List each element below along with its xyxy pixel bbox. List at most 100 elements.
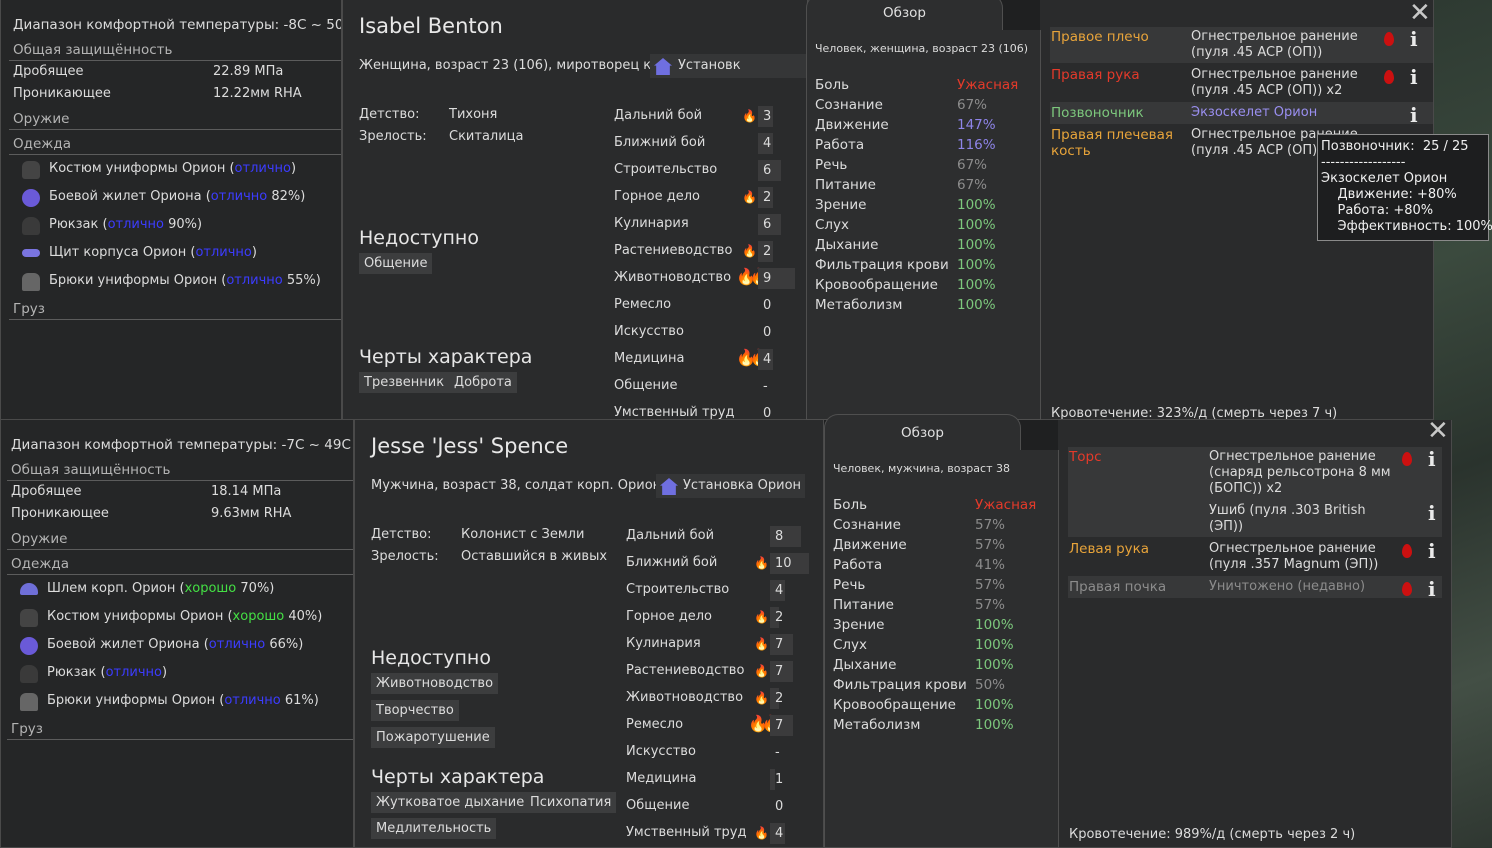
faction-button[interactable]: Установк bbox=[650, 54, 807, 78]
skill-bar[interactable] bbox=[770, 526, 801, 547]
apparel-item[interactable]: Брюки униформы Орион (отлично 61%) bbox=[47, 693, 319, 708]
overview-tab[interactable]: Обзор bbox=[824, 414, 1021, 454]
apparel-item[interactable]: Боевой жилет Ориона (отлично 82%) bbox=[49, 189, 306, 204]
capacity-value: 57% bbox=[975, 537, 1006, 553]
incapable-tag[interactable]: Животноводство bbox=[371, 673, 499, 694]
skill-level: 4 bbox=[775, 826, 784, 841]
passion-minor-icon: 🔥 bbox=[754, 826, 769, 840]
apparel-item[interactable]: Шлем корп. Орион (хорошо 70%) bbox=[47, 581, 275, 596]
skill-bar[interactable] bbox=[758, 241, 773, 262]
apparel-item[interactable]: Рюкзак (отлично) bbox=[47, 665, 168, 680]
incapable-tag[interactable]: Общение bbox=[359, 253, 433, 274]
skill-name: Растениеводство bbox=[626, 663, 745, 678]
close-icon[interactable]: ✕ bbox=[1409, 0, 1431, 28]
skill-bar[interactable] bbox=[758, 133, 773, 154]
skill-bar[interactable] bbox=[770, 688, 779, 709]
childhood-value[interactable]: Колонист с Земли bbox=[461, 527, 585, 542]
incapable-tag[interactable]: Творчество bbox=[371, 700, 459, 721]
adulthood-value[interactable]: Скиталица bbox=[449, 129, 524, 144]
info-icon[interactable]: i bbox=[1410, 103, 1418, 127]
passion-minor-icon: 🔥 bbox=[754, 691, 769, 705]
trait-tag[interactable]: Доброта bbox=[449, 372, 517, 393]
info-icon[interactable]: i bbox=[1410, 27, 1418, 51]
capacity-value: 41% bbox=[975, 557, 1006, 573]
apparel-item[interactable]: Щит корпуса Орион (отлично) bbox=[49, 245, 257, 260]
pawn-name: Jesse 'Jess' Spence bbox=[371, 434, 569, 458]
info-icon[interactable]: i bbox=[1428, 539, 1436, 563]
uniform-icon bbox=[22, 161, 40, 179]
skill-bar[interactable] bbox=[758, 106, 773, 127]
skill-name: Умственный труд bbox=[614, 405, 735, 420]
blunt-value: 18.14 МПа bbox=[211, 484, 282, 499]
skill-bar[interactable] bbox=[770, 607, 779, 628]
info-icon[interactable]: i bbox=[1428, 577, 1436, 601]
adulthood-value[interactable]: Оставшийся в живых bbox=[461, 549, 608, 564]
trait-tag[interactable]: Трезвенник bbox=[359, 372, 450, 393]
skill-level: 4 bbox=[775, 583, 784, 598]
faction-home-icon bbox=[660, 478, 678, 495]
skill-level: - bbox=[775, 745, 780, 760]
capacity-value: 57% bbox=[975, 517, 1006, 533]
capacity-label: Работа bbox=[833, 557, 883, 573]
capacity-value: 57% bbox=[975, 577, 1006, 593]
pawn-description: Женщина, возраст 23 (106), миротворец ко… bbox=[359, 58, 728, 73]
skill-name: Горное дело bbox=[614, 189, 700, 204]
skill-bar[interactable] bbox=[758, 214, 781, 235]
capacity-label: Речь bbox=[833, 577, 866, 593]
apparel-item[interactable]: Брюки униформы Орион (отлично 55%) bbox=[49, 273, 321, 288]
capacity-label: Фильтрация крови bbox=[833, 677, 967, 693]
skill-level: 0 bbox=[763, 298, 772, 313]
skill-bar[interactable] bbox=[770, 634, 793, 655]
skill-name: Растениеводство bbox=[614, 243, 733, 258]
info-icon[interactable]: i bbox=[1410, 65, 1418, 89]
info-icon[interactable]: i bbox=[1428, 501, 1436, 525]
apparel-item[interactable]: Рюкзак (отлично 90%) bbox=[49, 217, 203, 232]
skill-bar[interactable] bbox=[758, 187, 773, 208]
info-icon[interactable]: i bbox=[1428, 447, 1436, 471]
capacity-value: 100% bbox=[975, 637, 1014, 653]
injury-row[interactable] bbox=[1068, 447, 1442, 537]
skill-name: Строительство bbox=[626, 582, 730, 597]
trait-tag[interactable]: Жутковатое дыхание bbox=[371, 792, 530, 813]
trait-tag[interactable]: Психопатия bbox=[525, 792, 617, 813]
skill-bar[interactable] bbox=[758, 160, 781, 181]
passion-minor-icon: 🔥 bbox=[754, 637, 769, 651]
comfort-temp: Диапазон комфортной температуры: -8C ~ 5… bbox=[13, 17, 342, 33]
bleeding-icon bbox=[1402, 452, 1412, 466]
trait-tag[interactable]: Медлительность bbox=[371, 818, 497, 839]
passion-minor-icon: 🔥 bbox=[754, 610, 769, 624]
skill-bar[interactable] bbox=[770, 580, 785, 601]
skill-bar[interactable] bbox=[758, 349, 773, 370]
faction-button[interactable]: Установка Орион bbox=[656, 474, 805, 498]
apparel-heading: Одежда bbox=[13, 136, 72, 152]
skill-bar[interactable] bbox=[770, 715, 793, 736]
skill-bar[interactable] bbox=[770, 769, 775, 790]
overview-tab[interactable]: Обзор bbox=[806, 0, 1003, 34]
injury-label: Огнестрельное ранение (пуля .45 ACP (ОП)… bbox=[1191, 67, 1358, 98]
health-summary: Человек, женщина, возраст 23 (106) bbox=[815, 42, 1029, 55]
skill-bar[interactable] bbox=[770, 823, 785, 844]
capacity-label: Слух bbox=[833, 637, 868, 653]
skill-bar[interactable] bbox=[770, 661, 793, 682]
injury-row[interactable] bbox=[1050, 27, 1433, 63]
injury-row[interactable] bbox=[1050, 102, 1433, 124]
skill-bar[interactable] bbox=[770, 553, 809, 574]
bleeding-icon bbox=[1402, 544, 1412, 558]
apparel-item[interactable]: Костюм униформы Орион (отлично) bbox=[49, 161, 297, 176]
injury-row[interactable] bbox=[1068, 576, 1442, 598]
skill-bar[interactable] bbox=[758, 268, 795, 289]
capacity-label: Речь bbox=[815, 157, 848, 173]
apparel-item[interactable]: Боевой жилет Ориона (отлично 66%) bbox=[47, 637, 304, 652]
injury-label: Огнестрельное ранение (пуля .45 ACP (ОП)… bbox=[1191, 29, 1358, 60]
skill-name: Умственный труд bbox=[626, 825, 747, 840]
incapable-tag[interactable]: Пожаротушение bbox=[371, 727, 495, 748]
capacity-value: 100% bbox=[957, 197, 996, 213]
incapable-heading: Недоступно bbox=[359, 227, 479, 249]
cargo-heading: Груз bbox=[11, 721, 43, 737]
apparel-item[interactable]: Костюм униформы Орион (хорошо 40%) bbox=[47, 609, 323, 624]
traits-heading: Черты характера bbox=[359, 346, 533, 368]
close-icon[interactable]: ✕ bbox=[1427, 416, 1449, 446]
injury-label: Огнестрельное ранение (снаряд рельсотрон… bbox=[1209, 449, 1391, 496]
skill-level: 0 bbox=[775, 799, 784, 814]
childhood-value[interactable]: Тихоня bbox=[449, 107, 498, 122]
